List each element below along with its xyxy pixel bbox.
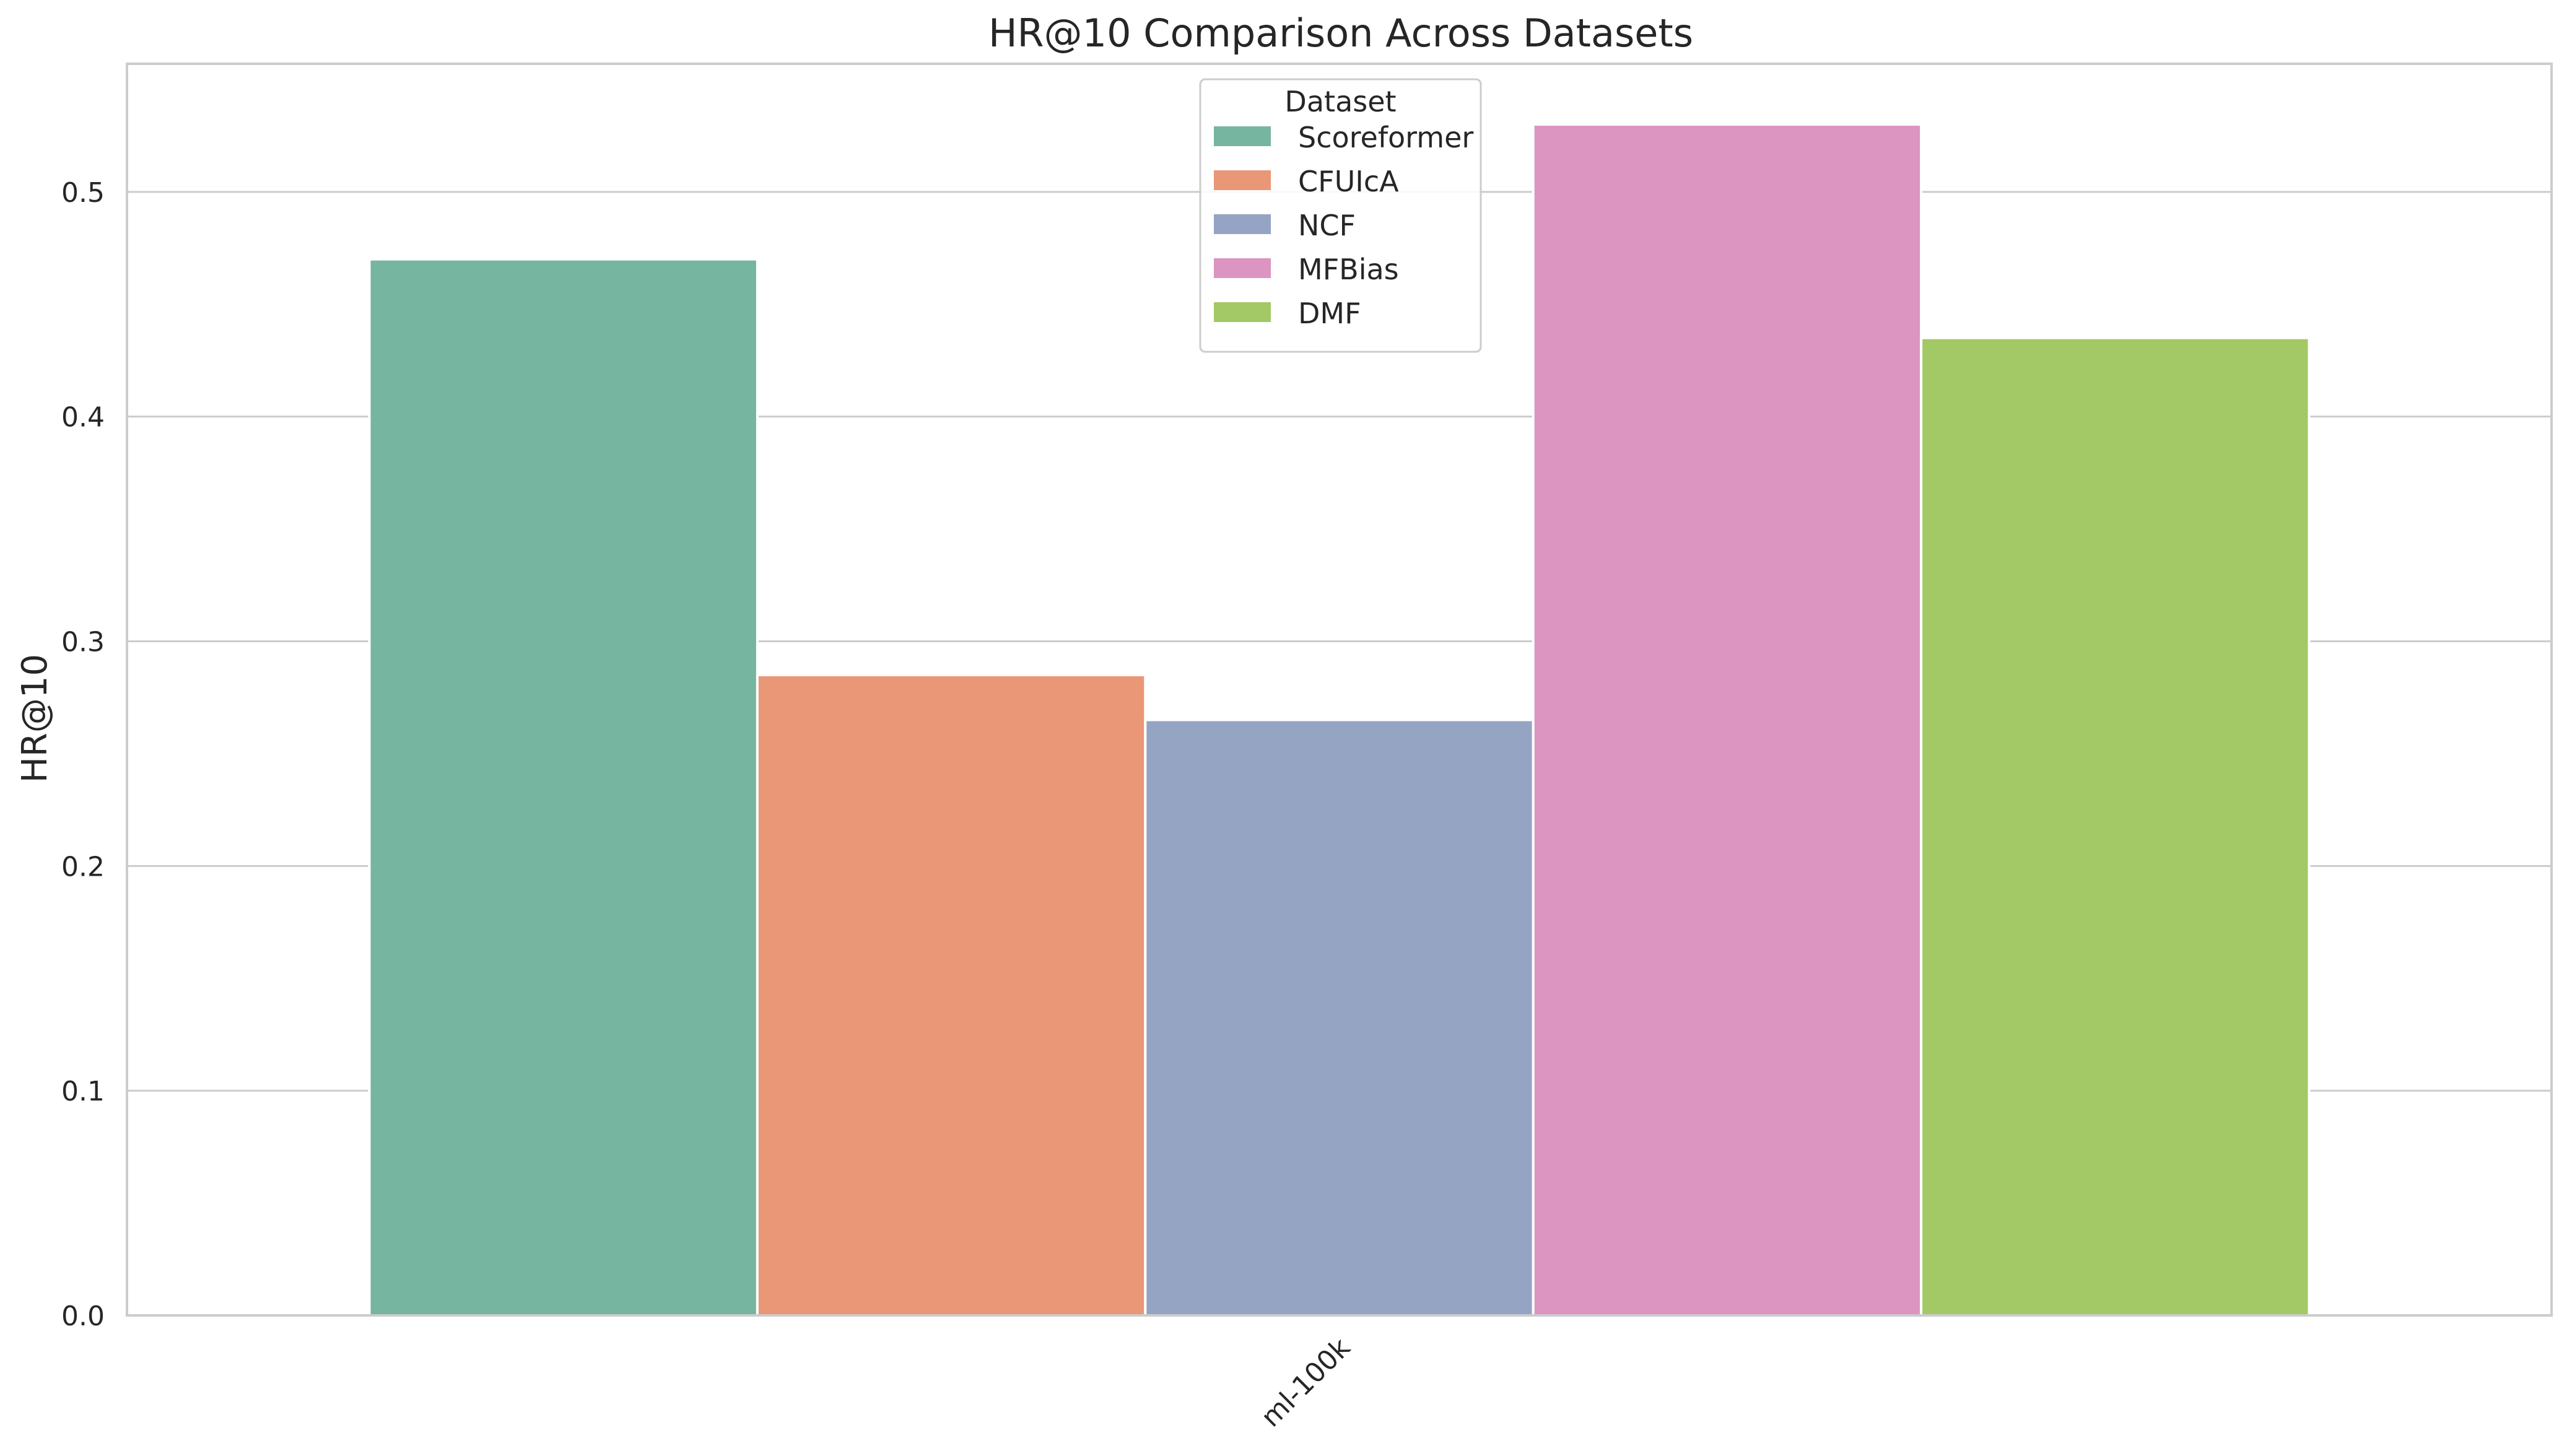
bars xyxy=(368,123,2311,1317)
legend-title: Dataset xyxy=(1284,85,1396,118)
plot-frame xyxy=(126,63,2553,1317)
legend-swatch-scoreformer xyxy=(1214,126,1271,146)
legend-label-mfbias: MFBias xyxy=(1298,253,1399,286)
legend-swatch-ncf xyxy=(1214,214,1271,234)
bar-scoreformer xyxy=(368,258,759,1317)
bar-mfbias xyxy=(1532,123,1923,1317)
legend-label-ncf: NCF xyxy=(1298,209,1356,242)
legend-box xyxy=(1199,78,1482,353)
bar-dmf xyxy=(1920,336,2311,1317)
bar-ncf xyxy=(1144,718,1535,1317)
legend-swatch-mfbias xyxy=(1214,258,1271,278)
legend-swatch-dmf xyxy=(1214,302,1271,322)
bar-cfuica xyxy=(756,673,1147,1317)
legend-label-cfuica: CFUIcA xyxy=(1298,165,1399,198)
y-tick-label: 0.1 xyxy=(61,1076,105,1107)
y-tick-label: 0.4 xyxy=(61,402,105,434)
legend-label-dmf: DMF xyxy=(1298,297,1361,330)
legend-swatch-cfuica xyxy=(1214,170,1271,190)
y-tick-label: 0.0 xyxy=(61,1301,105,1332)
y-tick-label: 0.2 xyxy=(61,851,105,883)
y-tick-labels: 0.0 0.1 0.2 0.3 0.4 0.5 xyxy=(61,177,105,1332)
y-tick-label: 0.3 xyxy=(61,626,105,658)
legend-label-scoreformer: Scoreformer xyxy=(1298,121,1473,154)
chart-title: HR@10 Comparison Across Datasets xyxy=(988,11,1693,56)
y-tick-label: 0.5 xyxy=(61,177,105,209)
y-axis-label: HR@10 xyxy=(15,654,55,783)
